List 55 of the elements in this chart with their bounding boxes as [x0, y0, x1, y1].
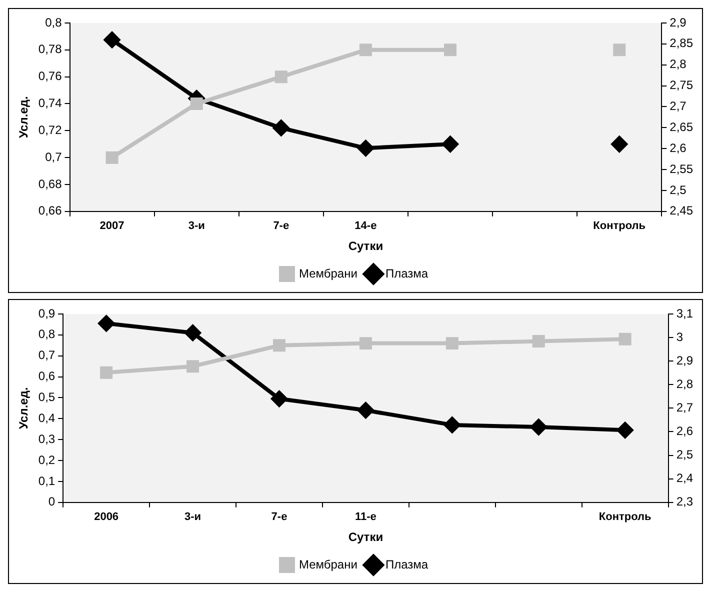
- y-tick-label: 0,9: [38, 306, 56, 320]
- y-tick-label: 0,6: [38, 369, 56, 384]
- y2-tick-label: 2,8: [670, 57, 687, 72]
- y-tick-label: 0,72: [38, 122, 62, 137]
- y2-tick-label: 2,5: [676, 448, 694, 462]
- y-tick-label: 0,2: [38, 452, 56, 467]
- legend-label: Мембрани: [298, 266, 358, 280]
- x-axis-title: Сутки: [348, 530, 384, 544]
- y-tick-label: 0,76: [38, 69, 62, 84]
- y-tick-label: 0: [48, 494, 56, 509]
- y-axis-title: Усл.ед.: [16, 96, 31, 138]
- legend-label: Плазма: [385, 557, 428, 572]
- y2-tick-label: 2,85: [670, 36, 694, 50]
- y2-tick-label: 2,5: [670, 182, 687, 197]
- y-tick-label: 0,66: [38, 204, 62, 218]
- y2-tick-label: 2,55: [670, 162, 694, 176]
- y2-tick-label: 2,9: [676, 353, 694, 368]
- y2-tick-label: 2,9: [670, 15, 687, 30]
- y2-tick-label: 2,45: [670, 204, 694, 218]
- y2-tick-label: 2,7: [676, 400, 694, 415]
- y2-tick-label: 2,75: [670, 78, 694, 92]
- y-tick-label: 0,7: [38, 348, 56, 362]
- y-tick-label: 0,1: [38, 474, 56, 488]
- y2-tick-label: 3,1: [676, 306, 694, 320]
- x-tick-label: 2007: [100, 220, 124, 232]
- x-tick-label: 11-е: [354, 511, 376, 524]
- y-tick-label: 0,3: [38, 432, 56, 446]
- legend-label: Мембрани: [298, 557, 358, 572]
- y-tick-label: 0,78: [38, 42, 62, 56]
- x-tick-label: 14-е: [354, 220, 377, 232]
- y2-tick-label: 2,6: [676, 424, 694, 438]
- y2-tick-label: 2,65: [670, 120, 694, 134]
- y-tick-label: 0,68: [38, 176, 62, 191]
- y-tick-label: 0,74: [38, 96, 62, 110]
- legend-label: Плазма: [385, 266, 428, 280]
- y-tick-label: 0,4: [38, 410, 56, 425]
- x-tick-label: Контроль: [598, 511, 652, 524]
- y2-tick-label: 2,3: [676, 494, 694, 509]
- y2-tick-label: 2,7: [670, 99, 687, 114]
- x-tick-label: 7-е: [271, 511, 288, 524]
- y-tick-label: 0,8: [45, 15, 62, 30]
- y-tick-label: 0,7: [45, 150, 62, 164]
- x-tick-label: Контроль: [593, 220, 646, 232]
- y2-tick-label: 2,4: [676, 471, 694, 486]
- x-tick-label: 7-е: [273, 220, 290, 232]
- y2-tick-label: 3: [676, 330, 684, 344]
- x-tick-label: 3-и: [188, 220, 205, 232]
- x-axis-title: Сутки: [348, 239, 384, 254]
- x-tick-label: 3-и: [184, 511, 202, 524]
- y2-tick-label: 2,6: [670, 140, 687, 155]
- x-tick-label: 2006: [94, 511, 119, 524]
- y2-tick-label: 2,8: [676, 376, 694, 391]
- y-tick-label: 0,5: [38, 390, 56, 404]
- y-axis-title: Усл.ед.: [16, 387, 31, 430]
- y-tick-label: 0,8: [38, 327, 56, 342]
